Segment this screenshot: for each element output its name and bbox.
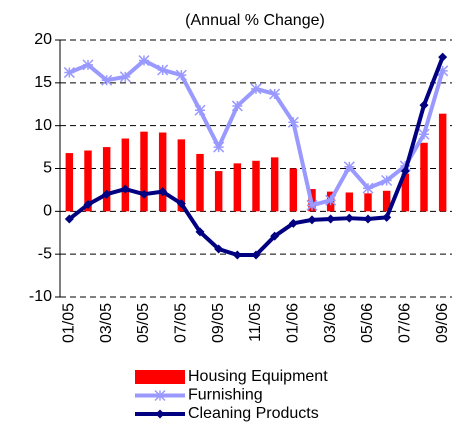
y-tick-label: 5 bbox=[43, 160, 52, 177]
marker bbox=[418, 128, 430, 140]
marker bbox=[363, 214, 373, 224]
bar bbox=[438, 113, 447, 212]
marker bbox=[214, 244, 224, 254]
marker bbox=[231, 100, 243, 112]
y-tick-label: -5 bbox=[38, 245, 52, 262]
marker bbox=[250, 83, 262, 95]
marker bbox=[251, 250, 261, 260]
x-tick-label: 07/05 bbox=[173, 303, 190, 343]
marker bbox=[343, 161, 355, 173]
bar bbox=[382, 190, 391, 212]
marker bbox=[102, 189, 112, 199]
marker bbox=[138, 55, 150, 67]
chart-title: (Annual % Change) bbox=[185, 12, 325, 29]
x-tick-label: 03/05 bbox=[98, 303, 115, 343]
marker bbox=[82, 59, 94, 71]
marker bbox=[119, 71, 131, 83]
bar bbox=[121, 138, 130, 212]
marker bbox=[306, 199, 318, 211]
x-tick-label: 11/05 bbox=[247, 303, 264, 342]
bar bbox=[84, 150, 92, 212]
marker bbox=[158, 187, 168, 197]
marker bbox=[438, 52, 448, 62]
legend-label: Cleaning Products bbox=[188, 405, 319, 422]
y-tick-label: 15 bbox=[34, 74, 52, 91]
x-tick-label: 01/06 bbox=[285, 303, 302, 343]
x-tick-label: 09/05 bbox=[210, 303, 227, 343]
marker bbox=[157, 64, 169, 76]
legend-label: Housing Equipment bbox=[188, 368, 328, 385]
bar bbox=[102, 147, 111, 212]
bar bbox=[65, 153, 74, 212]
bar bbox=[214, 171, 223, 212]
y-tick-label: 20 bbox=[34, 31, 52, 48]
marker bbox=[362, 182, 374, 194]
marker bbox=[437, 65, 449, 77]
bar bbox=[252, 160, 260, 212]
marker bbox=[232, 250, 242, 260]
marker bbox=[288, 218, 298, 228]
marker bbox=[83, 199, 93, 209]
marker bbox=[382, 212, 392, 222]
marker bbox=[381, 174, 393, 187]
marker bbox=[101, 74, 113, 86]
marker bbox=[64, 214, 74, 224]
x-tick-label: 05/05 bbox=[135, 303, 152, 343]
marker bbox=[63, 67, 75, 79]
bar bbox=[401, 173, 410, 212]
bar bbox=[158, 132, 167, 212]
bar bbox=[270, 157, 279, 212]
x-tick-label: 03/06 bbox=[322, 303, 339, 343]
x-tick-label: 07/06 bbox=[397, 303, 414, 343]
marker bbox=[325, 194, 337, 206]
marker bbox=[307, 215, 317, 225]
legend-label: Furnishing bbox=[188, 387, 263, 404]
legend-swatch bbox=[135, 370, 185, 384]
y-tick-label: 0 bbox=[43, 203, 52, 220]
bar bbox=[233, 163, 242, 212]
marker bbox=[213, 141, 225, 153]
marker bbox=[195, 227, 205, 237]
marker bbox=[270, 231, 280, 241]
bar bbox=[196, 153, 204, 212]
bar bbox=[289, 168, 298, 212]
marker bbox=[326, 214, 336, 224]
marker bbox=[269, 88, 281, 100]
x-tick-label: 05/06 bbox=[359, 303, 376, 343]
bar bbox=[420, 142, 428, 212]
marker bbox=[139, 189, 149, 199]
marker bbox=[419, 100, 429, 110]
marker bbox=[400, 166, 410, 176]
legend-marker bbox=[155, 409, 165, 419]
y-tick-label: -10 bbox=[29, 288, 52, 305]
x-tick-label: 01/05 bbox=[61, 303, 78, 343]
marker bbox=[344, 213, 354, 223]
bar bbox=[140, 131, 148, 212]
bar bbox=[364, 193, 372, 212]
y-tick-label: 10 bbox=[34, 117, 52, 134]
marker bbox=[176, 199, 186, 209]
marker bbox=[120, 184, 130, 194]
bar bbox=[177, 139, 186, 212]
marker bbox=[175, 69, 187, 81]
legend-marker bbox=[154, 389, 166, 402]
bar bbox=[345, 192, 354, 212]
x-tick-label: 09/06 bbox=[434, 303, 451, 343]
marker bbox=[287, 116, 299, 128]
marker bbox=[194, 104, 206, 116]
